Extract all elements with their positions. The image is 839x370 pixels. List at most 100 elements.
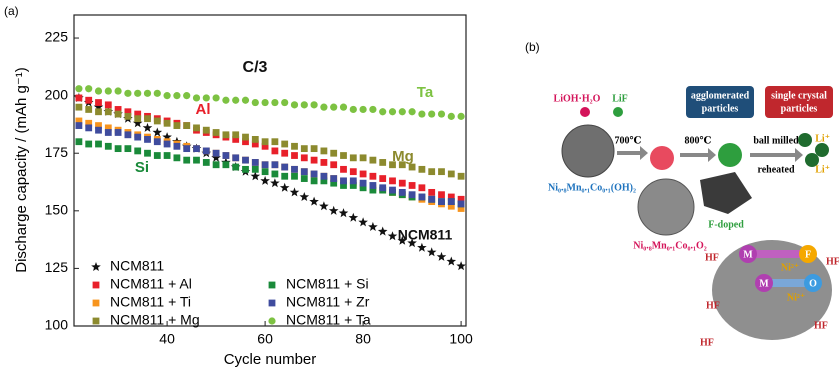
annotation: Al [196, 101, 211, 118]
marker [192, 94, 201, 102]
marker [428, 110, 436, 118]
arrow [750, 148, 803, 162]
marker [359, 170, 367, 178]
marker [320, 103, 328, 111]
marker [310, 177, 318, 185]
marker [438, 198, 445, 205]
plot-frame [73, 14, 467, 327]
x-tick-label: 40 [159, 331, 175, 347]
marker [212, 161, 220, 169]
stage-label: agglomerated [691, 90, 750, 101]
marker [447, 170, 455, 178]
marker [251, 159, 259, 166]
y-tick-label: 100 [45, 317, 69, 333]
marker [134, 147, 142, 155]
hf-label: HF [706, 300, 720, 311]
marker [163, 152, 171, 159]
marker [211, 152, 221, 162]
marker [447, 202, 455, 210]
marker [281, 163, 289, 171]
marker [104, 124, 112, 132]
legend-label: NCM811 + Zr [286, 294, 370, 310]
marker [75, 117, 83, 125]
marker [438, 191, 445, 199]
marker [143, 89, 152, 97]
marker [291, 142, 298, 150]
annotation: Si [135, 159, 149, 176]
hf-label: HF [705, 252, 719, 263]
marker [457, 172, 465, 180]
atom-label: M [759, 278, 769, 289]
legend-marker [92, 317, 100, 325]
marker [271, 98, 279, 107]
hf-label: HF [826, 256, 839, 267]
marker [340, 177, 347, 185]
doped-particle [700, 172, 752, 214]
marker [114, 110, 122, 118]
marker [447, 193, 455, 201]
marker [291, 172, 298, 180]
stage-box [765, 86, 833, 118]
marker [242, 133, 249, 141]
marker [104, 101, 112, 109]
x-axis-label: Cycle number [224, 351, 317, 368]
marker [281, 140, 289, 148]
y-tick-label: 225 [45, 29, 69, 45]
marker [163, 119, 171, 127]
marker [162, 132, 172, 142]
atom [804, 274, 822, 292]
marker [300, 168, 308, 176]
marker [389, 177, 396, 185]
annotation: Ta [417, 84, 434, 101]
marker [132, 118, 143, 128]
marker [153, 89, 161, 97]
marker [261, 138, 269, 146]
atom [799, 245, 817, 263]
marker [349, 105, 357, 114]
marker [369, 156, 377, 164]
legend-marker [92, 299, 100, 307]
crystal [815, 143, 829, 157]
marker [124, 112, 132, 120]
marker [281, 149, 289, 157]
marker [379, 159, 387, 166]
annotation: C/3 [243, 59, 268, 76]
marker [300, 145, 308, 153]
marker [418, 110, 426, 118]
marker [408, 182, 416, 189]
marker [75, 103, 83, 111]
marker [369, 182, 377, 189]
marker [212, 94, 220, 102]
marker [144, 115, 151, 123]
marker [271, 138, 279, 146]
marker [134, 110, 142, 118]
marker [124, 108, 132, 116]
marker [408, 108, 416, 116]
marker [428, 168, 436, 176]
marker [163, 92, 171, 100]
marker [369, 105, 377, 114]
marker [271, 147, 279, 155]
ion-label: Ni²⁺ [781, 262, 799, 273]
marker [446, 256, 457, 266]
precursor-sphere [561, 124, 615, 178]
atom-label: F [805, 249, 811, 260]
marker [279, 182, 290, 192]
marker [330, 175, 338, 182]
marker [261, 161, 269, 169]
marker [202, 159, 210, 166]
marker [310, 170, 318, 178]
legend-marker [268, 299, 276, 307]
marker [153, 152, 161, 159]
marker [379, 175, 387, 182]
marker [379, 108, 387, 116]
marker [202, 94, 210, 102]
atom [755, 274, 773, 292]
marker [114, 106, 122, 113]
marker [349, 182, 357, 189]
marker [456, 261, 466, 271]
marker [134, 115, 142, 123]
marker [183, 145, 191, 153]
legend-label: NCM811 [110, 258, 164, 274]
legend-marker [268, 281, 276, 289]
